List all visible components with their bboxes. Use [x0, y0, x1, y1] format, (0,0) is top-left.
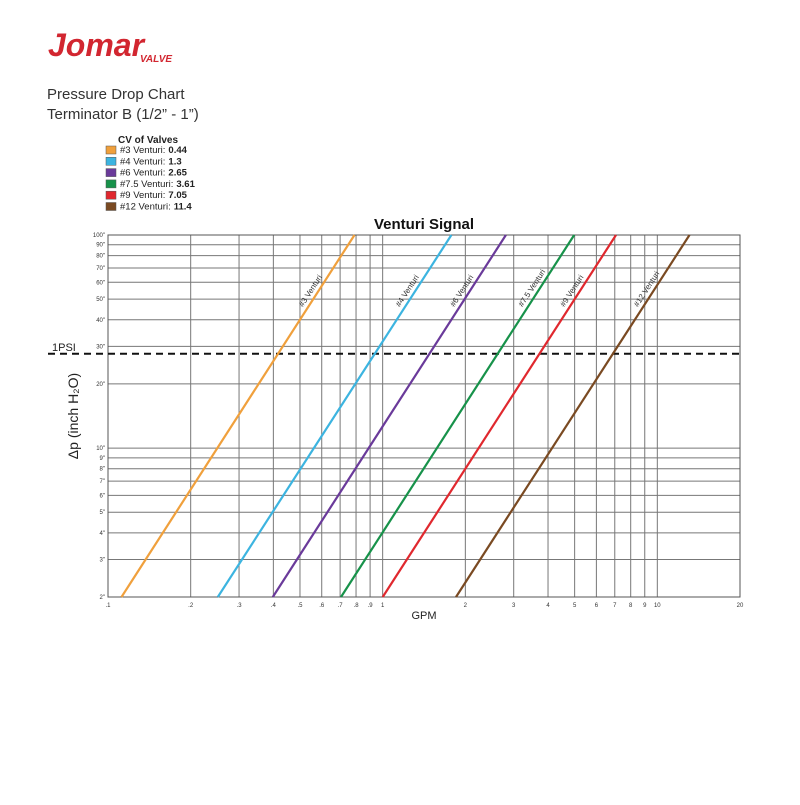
y-tick-label: 2" — [100, 595, 105, 601]
series-line — [340, 234, 576, 598]
x-tick-label: 20 — [737, 603, 744, 609]
x-tick-label: 1 — [381, 603, 385, 609]
legend-title: CV of Valves — [118, 135, 178, 146]
legend-cv: 11.4 — [174, 202, 193, 213]
page-title: Pressure Drop Chart — [47, 86, 185, 103]
legend-swatch — [105, 168, 117, 177]
y-tick-label: 5" — [100, 510, 105, 516]
legend-cv: 0.44 — [168, 145, 187, 156]
logo-sub: VALVE — [140, 54, 172, 65]
y-tick-label: 10" — [96, 446, 105, 452]
legend-label: #7.5 Venturi: 3.61 — [120, 179, 196, 190]
legend-label: #4 Venturi: 1.3 — [120, 156, 182, 167]
legend-name: #3 Venturi: — [120, 145, 165, 156]
page-subtitle: Terminator B (1/2” - 1”) — [47, 106, 199, 123]
y-tick-label: 20" — [96, 382, 105, 388]
legend-label: #3 Venturi: 0.44 — [120, 145, 188, 156]
legend-label: #9 Venturi: 7.05 — [120, 190, 188, 201]
legend-swatch — [105, 179, 117, 189]
legend-label: #6 Venturi: 2.65 — [120, 168, 188, 179]
legend-swatch — [105, 145, 117, 155]
x-tick-label: .3 — [237, 603, 243, 609]
y-tick-label: 8" — [100, 467, 105, 473]
x-tick-label: .7 — [338, 603, 344, 609]
x-tick-label: .5 — [297, 603, 303, 609]
y-tick-label: 4" — [100, 531, 105, 537]
x-tick-label: .8 — [354, 603, 360, 609]
legend-swatch — [105, 202, 117, 211]
y-tick-label: 6" — [100, 493, 105, 499]
y-tick-label: 30" — [96, 344, 105, 350]
y-tick-label: 3" — [100, 557, 105, 563]
x-axis-label: GPM — [411, 610, 436, 622]
series-line — [271, 234, 507, 598]
x-tick-label: .1 — [105, 603, 111, 609]
legend-cv: 2.65 — [168, 168, 187, 179]
chart-title: Venturi Signal — [374, 216, 474, 233]
legend-cv: 1.3 — [168, 156, 181, 167]
x-tick-label: 7 — [613, 603, 617, 609]
y-axis-label: Δp (inch H₂O) — [65, 373, 81, 459]
y-tick-label: 40" — [96, 318, 105, 324]
x-tick-label: .9 — [368, 603, 374, 609]
x-tick-label: 10 — [654, 603, 661, 609]
x-tick-label: 6 — [595, 603, 599, 609]
legend-name: #12 Venturi: — [120, 202, 171, 213]
legend-cv: 3.61 — [176, 179, 195, 190]
series-line — [216, 234, 453, 598]
y-tick-label: 80" — [96, 254, 105, 260]
legend-swatch — [105, 157, 117, 166]
x-tick-label: 8 — [629, 603, 633, 609]
x-tick-label: 4 — [546, 603, 550, 609]
y-tick-label: 9" — [100, 456, 105, 462]
y-tick-label: 7" — [100, 479, 105, 485]
x-tick-label: 9 — [643, 603, 647, 609]
x-tick-label: 2 — [464, 603, 468, 609]
legend-name: #6 Venturi: — [120, 168, 165, 179]
reference-label: 1PSI — [52, 342, 76, 354]
x-tick-label: .4 — [271, 603, 277, 609]
y-tick-label: 60" — [96, 280, 105, 286]
y-tick-label: 50" — [96, 297, 105, 303]
series-line — [120, 234, 356, 598]
series-line — [381, 234, 617, 598]
legend-name: #7.5 Venturi: — [120, 179, 173, 190]
x-tick-label: .2 — [188, 603, 194, 609]
x-tick-label: 5 — [573, 603, 577, 609]
plot-frame — [107, 234, 741, 598]
legend-swatch — [105, 190, 117, 200]
y-tick-label: 70" — [96, 266, 105, 272]
series-line — [455, 234, 691, 598]
legend-name: #9 Venturi: — [120, 190, 165, 201]
legend-label: #12 Venturi: 11.4 — [120, 202, 192, 213]
y-tick-label: 100" — [93, 233, 105, 239]
x-tick-label: .6 — [319, 603, 325, 609]
legend-cv: 7.05 — [168, 190, 187, 201]
logo: Jomar — [48, 27, 146, 63]
x-tick-label: 3 — [512, 603, 516, 609]
legend-name: #4 Venturi: — [120, 156, 165, 167]
y-tick-label: 90" — [96, 243, 105, 249]
